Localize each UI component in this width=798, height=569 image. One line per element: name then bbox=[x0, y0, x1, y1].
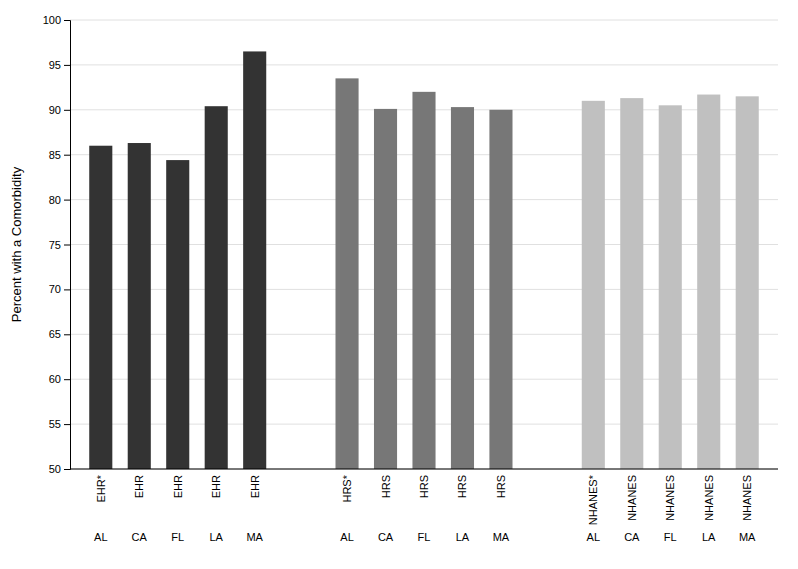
x-label-state: MA bbox=[493, 531, 510, 543]
x-label-source: HRS bbox=[418, 475, 430, 498]
x-axis-line bbox=[70, 469, 778, 470]
y-tick: 80 bbox=[49, 194, 70, 206]
y-tick: 70 bbox=[49, 283, 70, 295]
bar bbox=[489, 110, 512, 469]
y-tick-label: 55 bbox=[49, 418, 61, 430]
x-label-state: LA bbox=[702, 531, 716, 543]
bar bbox=[128, 143, 151, 469]
y-tick-mark bbox=[64, 334, 70, 335]
y-tick: 50 bbox=[49, 463, 70, 475]
x-label-source: HRS bbox=[495, 475, 507, 498]
x-label-source: NHANES bbox=[626, 475, 638, 521]
plot: 50 55 60 65 70 75 80 85 90 95 100 EHR* EHR EHR EHR EHR H… bbox=[43, 14, 778, 543]
grid-line bbox=[70, 20, 778, 21]
x-label-source: EHR bbox=[249, 475, 261, 498]
grid-line bbox=[70, 469, 778, 470]
y-tick-label: 100 bbox=[43, 14, 61, 26]
y-tick-label: 85 bbox=[49, 149, 61, 161]
y-tick-mark bbox=[64, 65, 70, 66]
bar bbox=[620, 98, 643, 469]
y-tick-label: 70 bbox=[49, 283, 61, 295]
x-label-state: AL bbox=[587, 531, 600, 543]
y-axis: 50 55 60 65 70 75 80 85 90 95 100 bbox=[43, 14, 71, 475]
y-tick-mark bbox=[64, 110, 70, 111]
bar bbox=[736, 96, 759, 469]
y-tick-label: 60 bbox=[49, 373, 61, 385]
x-label-source: NHANES bbox=[664, 475, 676, 521]
x-label-state: CA bbox=[378, 531, 394, 543]
x-label-source: EHR bbox=[210, 475, 222, 498]
bar bbox=[374, 109, 397, 469]
y-tick-label: 90 bbox=[49, 104, 61, 116]
y-tick: 90 bbox=[49, 104, 70, 116]
x-label-source: HRS bbox=[456, 475, 468, 498]
bar bbox=[451, 107, 474, 469]
x-label-state: FL bbox=[664, 531, 677, 543]
bar bbox=[697, 95, 720, 469]
y-tick-mark bbox=[64, 200, 70, 201]
x-label-state: CA bbox=[132, 531, 148, 543]
chart-container: 50 55 60 65 70 75 80 85 90 95 100 EHR* EHR EHR EHR EHR H… bbox=[0, 0, 798, 569]
y-tick: 75 bbox=[49, 239, 70, 251]
y-tick-label: 75 bbox=[49, 239, 61, 251]
bar bbox=[659, 105, 682, 469]
y-tick: 60 bbox=[49, 373, 70, 385]
y-tick-mark bbox=[64, 379, 70, 380]
x-label-source: EHR* bbox=[95, 474, 107, 502]
y-tick-mark bbox=[64, 245, 70, 246]
y-tick: 85 bbox=[49, 149, 70, 161]
x-label-state: LA bbox=[209, 531, 223, 543]
x-label-source: NHANES bbox=[703, 475, 715, 521]
bars bbox=[89, 51, 759, 469]
bar bbox=[205, 106, 228, 469]
y-tick-mark bbox=[64, 469, 70, 470]
y-tick-label: 80 bbox=[49, 194, 61, 206]
x-label-source: HRS* bbox=[341, 474, 353, 502]
x-label-source: NHANES bbox=[741, 475, 753, 521]
y-tick-mark bbox=[64, 20, 70, 21]
y-axis-title: Percent with a Comorbidity bbox=[9, 166, 24, 322]
y-tick: 100 bbox=[43, 14, 70, 26]
x-label-state: FL bbox=[418, 531, 431, 543]
x-label-state: MA bbox=[739, 531, 756, 543]
bar bbox=[89, 146, 112, 469]
x-label-state: AL bbox=[94, 531, 107, 543]
x-label-source: EHR bbox=[133, 475, 145, 498]
bar bbox=[166, 160, 189, 469]
x-label-state: FL bbox=[171, 531, 184, 543]
y-tick: 95 bbox=[49, 59, 70, 71]
bar bbox=[412, 92, 435, 469]
x-label-source: NHANES* bbox=[587, 474, 599, 525]
x-label-source: HRS bbox=[380, 475, 392, 498]
y-tick-label: 95 bbox=[49, 59, 61, 71]
y-tick-mark bbox=[64, 155, 70, 156]
grid-line bbox=[70, 64, 778, 65]
x-label-state: CA bbox=[624, 531, 640, 543]
chart-svg: 50 55 60 65 70 75 80 85 90 95 100 EHR* EHR EHR EHR EHR H… bbox=[0, 0, 798, 569]
bar bbox=[336, 78, 359, 469]
bar bbox=[582, 101, 605, 469]
y-tick-mark bbox=[64, 289, 70, 290]
y-tick: 65 bbox=[49, 328, 70, 340]
x-label-state: MA bbox=[246, 531, 263, 543]
x-label-source: EHR bbox=[172, 475, 184, 498]
x-label-state: AL bbox=[340, 531, 353, 543]
y-tick: 55 bbox=[49, 418, 70, 430]
y-axis-line bbox=[64, 21, 71, 470]
grid bbox=[70, 20, 778, 469]
x-label-state: LA bbox=[456, 531, 470, 543]
y-tick-label: 50 bbox=[49, 463, 61, 475]
x-labels: EHR* EHR EHR EHR EHR HRS* HRS HRS HRS HRS NHANES* N… bbox=[94, 474, 756, 543]
bar bbox=[243, 51, 266, 469]
y-tick-label: 65 bbox=[49, 328, 61, 340]
y-tick-mark bbox=[64, 424, 70, 425]
